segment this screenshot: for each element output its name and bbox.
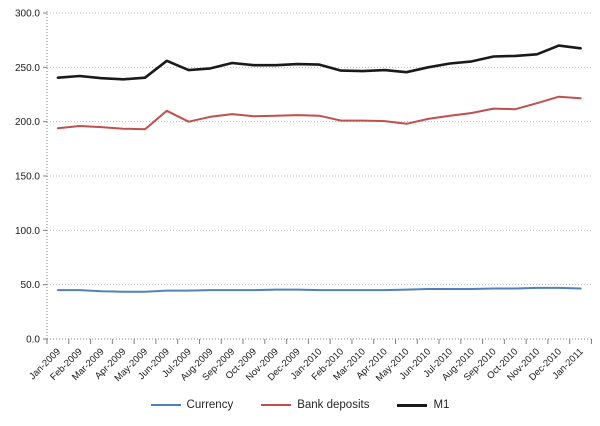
legend-label-m1: M1 [433, 399, 450, 411]
y-axis-label: 0.0 [26, 335, 40, 346]
legend-item-bank-deposits: Bank deposits [261, 399, 369, 411]
legend-item-currency: Currency [150, 399, 234, 411]
m1-line-swatch [397, 403, 428, 407]
y-axis-label: 150.0 [15, 172, 40, 183]
legend-label-bank-deposits: Bank deposits [297, 399, 370, 411]
bank-deposits-line-swatch [261, 404, 292, 406]
series-line-m1 [56, 44, 582, 81]
series-line-bank-deposits [56, 95, 582, 131]
legend-label-currency: Currency [186, 399, 234, 411]
currency-line-swatch [150, 404, 181, 406]
y-axis-label: 300.0 [15, 9, 40, 20]
y-axis-label: 250.0 [15, 63, 40, 74]
chart-legend: Currency Bank deposits M1 [0, 399, 600, 411]
y-axis-label: 100.0 [15, 226, 40, 237]
legend-item-m1: M1 [397, 399, 449, 411]
chart-plot-area: 0.050.0100.0150.0200.0250.0300.0Jan-2009… [15, 9, 592, 384]
y-axis-label: 200.0 [15, 117, 40, 128]
y-axis-label: 50.0 [21, 280, 41, 291]
series-line-currency [56, 286, 582, 293]
